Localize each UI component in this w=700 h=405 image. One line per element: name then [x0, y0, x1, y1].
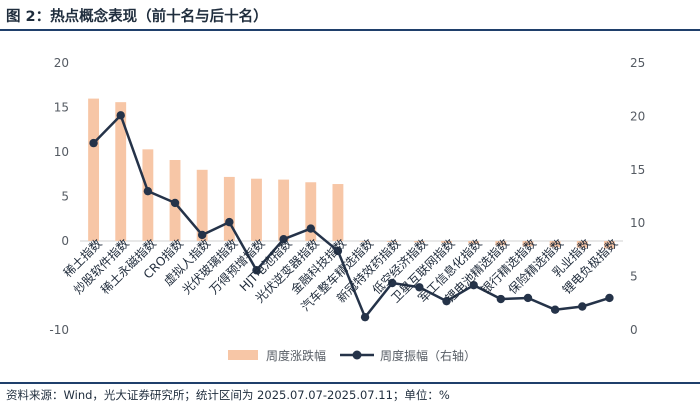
- left-tick-label: 20: [54, 56, 69, 70]
- line-point-4: [170, 198, 180, 208]
- right-tick-label: 10: [630, 216, 645, 230]
- right-tick-label: 5: [630, 270, 638, 284]
- right-tick-label: 20: [630, 109, 645, 123]
- line-point-7: [252, 265, 261, 275]
- bar-5: [196, 169, 208, 241]
- line-point-20: [605, 293, 614, 303]
- right-tick-label: 0: [630, 323, 638, 337]
- line-point-6: [225, 217, 234, 227]
- footer-rule: [0, 382, 700, 384]
- bar-20: [603, 241, 615, 249]
- right-axis: 25 20 15 10 5 0: [630, 56, 645, 337]
- right-tick-label: 15: [630, 163, 645, 177]
- bar-15: [468, 241, 480, 244]
- line-point-13: [415, 283, 424, 292]
- bar-19: [576, 241, 588, 248]
- left-tick-label: 5: [61, 190, 69, 204]
- line-point-5: [197, 230, 207, 240]
- line-point-17: [523, 293, 533, 303]
- line-point-3: [143, 186, 153, 196]
- bar-12: [386, 241, 398, 242]
- left-tick-label: 15: [54, 101, 69, 115]
- bar-14: [441, 241, 452, 243]
- chart-title: 图 2：热点概念表现（前十名与后十名）: [6, 9, 268, 25]
- bar-11: [359, 241, 371, 242]
- bar-7: [251, 178, 262, 241]
- line-point-2: [116, 111, 125, 120]
- bar-13: [413, 241, 425, 243]
- legend-line-label: 周度振幅（右轴）: [380, 348, 476, 363]
- bar-6: [223, 176, 235, 241]
- bar-18: [549, 241, 561, 248]
- line-point-1: [89, 138, 98, 148]
- legend-line-marker: [352, 350, 362, 360]
- bar-17: [522, 241, 534, 247]
- bar-1: [88, 98, 100, 241]
- left-tick-label: 10: [54, 145, 69, 159]
- bar-series: [88, 98, 615, 249]
- line-point-19: [578, 302, 587, 311]
- legend: 周度涨跌幅 周度振幅（右轴）: [228, 348, 476, 363]
- legend-bar-swatch: [228, 350, 258, 360]
- bar-8: [278, 179, 290, 241]
- title-rule: [0, 29, 700, 31]
- source-note: 资料来源：Wind，光大证券研究所；统计区间为 2025.07.07-2025.…: [6, 388, 450, 402]
- amplitude-line: [92, 114, 610, 319]
- right-tick-label: 25: [630, 56, 645, 70]
- line-point-18: [550, 305, 560, 314]
- line-point-15: [469, 280, 478, 290]
- bar-2: [115, 102, 127, 241]
- legend-bar-label: 周度涨跌幅: [266, 348, 326, 363]
- line-point-9: [306, 224, 315, 233]
- bar-16: [495, 241, 507, 246]
- line-point-12: [388, 278, 397, 288]
- line-point-11: [360, 312, 370, 322]
- line-series: [89, 111, 614, 322]
- line-point-10: [333, 246, 343, 256]
- bar-10: [332, 184, 344, 241]
- bar-9: [305, 182, 317, 241]
- line-point-16: [496, 294, 506, 304]
- left-tick-label: 0: [61, 234, 69, 248]
- left-tick-label: -10: [49, 323, 69, 337]
- line-point-14: [442, 296, 451, 306]
- left-axis: 20 15 10 5 0 -10: [49, 56, 69, 337]
- line-point-8: [279, 235, 288, 244]
